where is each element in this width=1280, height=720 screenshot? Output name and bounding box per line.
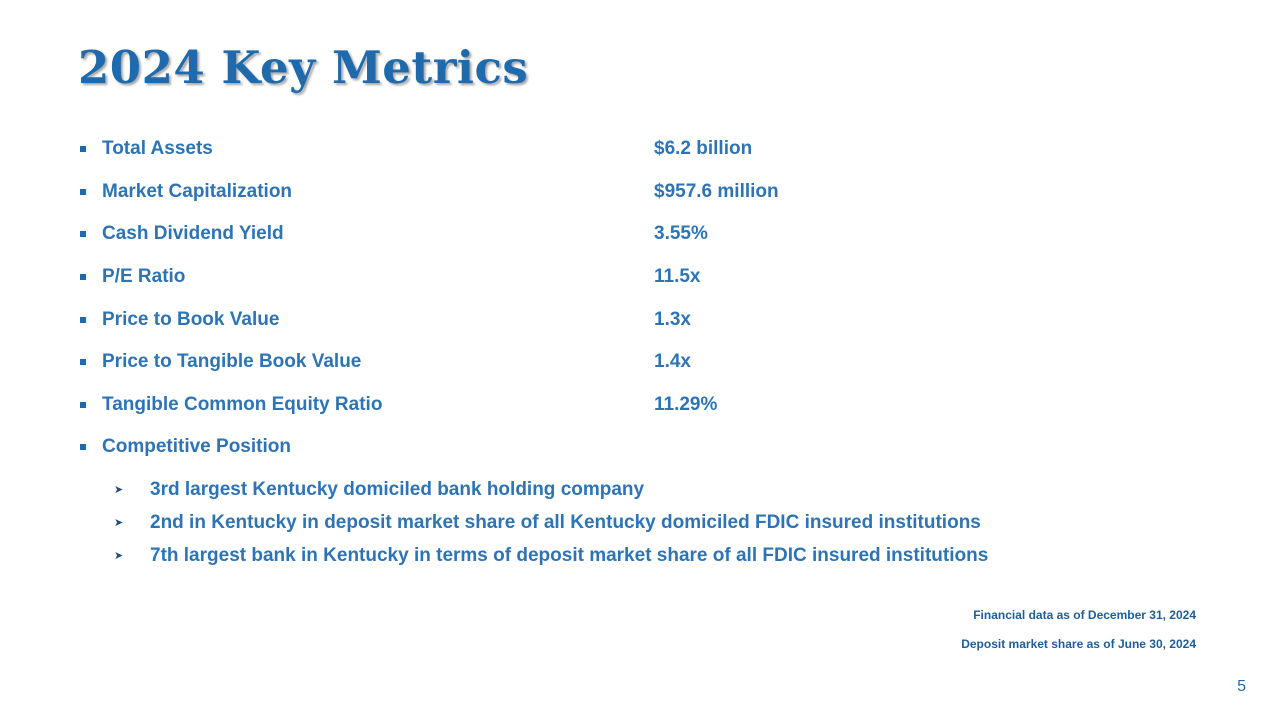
metric-row-pe-ratio: P/E Ratio 11.5x xyxy=(0,265,1280,289)
square-bullet-icon xyxy=(80,231,86,237)
metric-row-cash-dividend-yield: Cash Dividend Yield 3.55% xyxy=(0,222,1280,246)
metric-value: $957.6 million xyxy=(654,181,779,202)
metric-label: P/E Ratio xyxy=(102,266,186,287)
list-item: ➤ 3rd largest Kentucky domiciled bank ho… xyxy=(0,478,1280,502)
arrowhead-bullet-icon: ➤ xyxy=(114,517,124,529)
metric-row-market-capitalization: Market Capitalization $957.6 million xyxy=(0,180,1280,204)
square-bullet-icon xyxy=(80,189,86,195)
metric-value: 1.4x xyxy=(654,351,691,372)
square-bullet-icon xyxy=(80,274,86,280)
metric-row-price-to-book: Price to Book Value 1.3x xyxy=(0,308,1280,332)
list-item: ➤ 7th largest bank in Kentucky in terms … xyxy=(0,544,1280,568)
metric-label: Competitive Position xyxy=(102,436,291,457)
competitive-position-text: 3rd largest Kentucky domiciled bank hold… xyxy=(150,479,645,500)
metric-value: $6.2 billion xyxy=(654,138,753,159)
square-bullet-icon xyxy=(80,146,86,152)
metric-label: Cash Dividend Yield xyxy=(102,223,284,244)
metric-row-tangible-common-equity: Tangible Common Equity Ratio 11.29% xyxy=(0,393,1280,417)
metric-label: Tangible Common Equity Ratio xyxy=(102,394,383,415)
metric-label: Total Assets xyxy=(102,138,213,159)
competitive-position-text: 2nd in Kentucky in deposit market share … xyxy=(150,512,981,533)
square-bullet-icon xyxy=(80,359,86,365)
metric-value: 11.5x xyxy=(654,266,701,287)
metric-row-total-assets: Total Assets $6.2 billion xyxy=(0,137,1280,161)
metric-label: Price to Tangible Book Value xyxy=(102,351,362,372)
square-bullet-icon xyxy=(80,317,86,323)
arrowhead-bullet-icon: ➤ xyxy=(114,484,124,496)
slide-title: 2024 Key Metrics xyxy=(78,41,529,94)
competitive-position-text: 7th largest bank in Kentucky in terms of… xyxy=(150,545,989,566)
square-bullet-icon xyxy=(80,444,86,450)
footnote-deposit-share: Deposit market share as of June 30, 2024 xyxy=(961,637,1196,651)
square-bullet-icon xyxy=(80,402,86,408)
metric-row-price-to-tangible-book: Price to Tangible Book Value 1.4x xyxy=(0,350,1280,374)
metric-value: 3.55% xyxy=(654,223,708,244)
list-item: ➤ 2nd in Kentucky in deposit market shar… xyxy=(0,511,1280,535)
metric-label: Market Capitalization xyxy=(102,181,293,202)
arrowhead-bullet-icon: ➤ xyxy=(114,550,124,562)
metric-label: Price to Book Value xyxy=(102,309,280,330)
page-number: 5 xyxy=(1237,678,1246,695)
footnote-financial-data: Financial data as of December 31, 2024 xyxy=(973,608,1196,622)
metric-value: 11.29% xyxy=(654,394,718,415)
metric-value: 1.3x xyxy=(654,309,691,330)
metric-row-competitive-position: Competitive Position xyxy=(0,435,1280,459)
